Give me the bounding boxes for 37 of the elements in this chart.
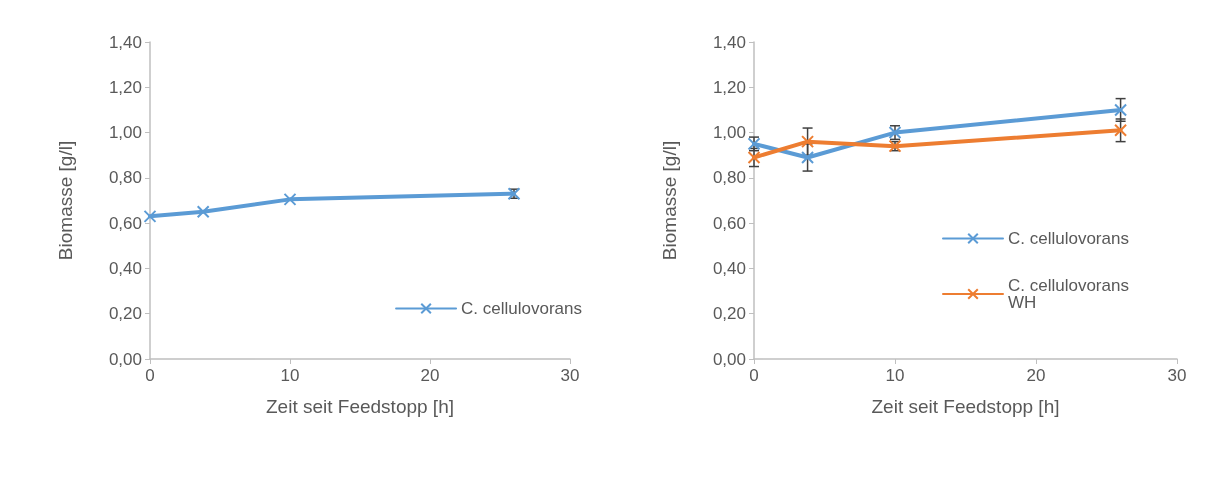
y-tick-label: 0,20: [108, 304, 142, 324]
y-tick-label: 0,00: [108, 349, 142, 369]
legend-label: C. cellulovorans WH: [1008, 276, 1134, 312]
y-axis-title: Biomasse [g/l]: [55, 140, 76, 261]
x-tick-label: 0: [145, 366, 155, 385]
x-tick-label: 20: [420, 366, 440, 385]
point: [283, 192, 297, 206]
x-tick-label: 10: [280, 366, 300, 385]
y-tick-label: 0,20: [712, 304, 746, 324]
y-tick-label: 0,60: [712, 213, 746, 233]
y-tick-label: 1,00: [712, 123, 746, 143]
y-tick-label: 1,40: [108, 32, 142, 52]
point: [801, 135, 815, 149]
point: [801, 150, 815, 164]
point: [143, 209, 157, 223]
y-tick-label: 1,00: [108, 123, 142, 143]
y-tick-label: 0,00: [712, 349, 746, 369]
legend-label: C. cellulovorans: [461, 299, 583, 318]
y-tick-label: 1,20: [712, 77, 746, 97]
x-tick-label: 0: [749, 366, 759, 385]
y-tick-label: 0,80: [108, 168, 142, 188]
x-tick-label: 30: [1167, 366, 1187, 385]
y-axis-title: Biomasse [g/l]: [659, 140, 680, 261]
point: [747, 150, 761, 164]
y-tick-label: 0,40: [712, 258, 746, 278]
x-tick-label: 10: [885, 366, 905, 385]
x-tick-label: 30: [560, 366, 580, 385]
x-axis-title: Zeit seit Feedstopp [h]: [266, 396, 454, 417]
y-tick-label: 1,20: [108, 77, 142, 97]
legend-label: C. cellulovorans: [1008, 229, 1129, 248]
point: [196, 205, 210, 219]
y-tick-label: 0,60: [108, 213, 142, 233]
y-tick-label: 1,40: [712, 32, 746, 52]
y-tick-label: 0,80: [712, 168, 746, 188]
x-axis-title: Zeit seit Feedstopp [h]: [871, 396, 1060, 417]
x-tick-label: 20: [1026, 366, 1046, 385]
y-tick-label: 0,40: [108, 258, 142, 278]
